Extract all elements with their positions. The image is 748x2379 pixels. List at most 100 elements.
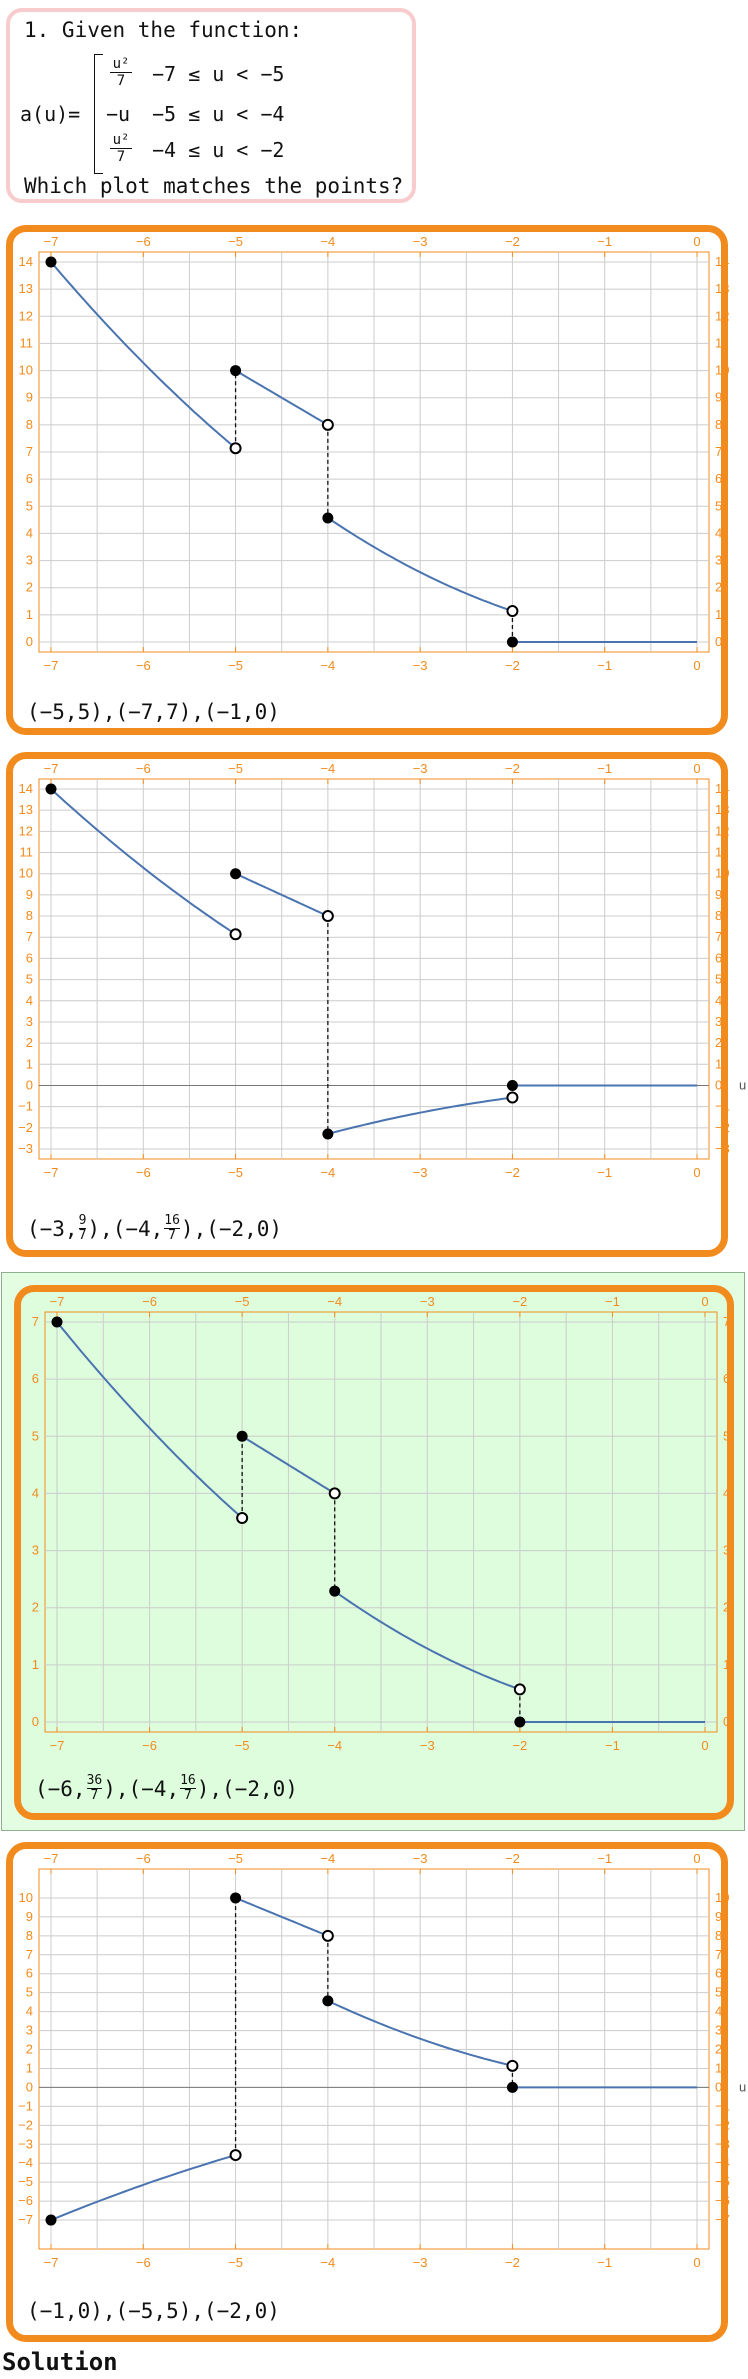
points-text: ),(−4, (87, 1216, 164, 1241)
points-text: ),(−2,0) (196, 1776, 298, 1801)
y-tick-label-right: 0 (723, 1714, 730, 1729)
y-tick-label-left: 4 (32, 1485, 39, 1500)
option-a[interactable]: −7 −7 −6 −6 −5 −5 −4 −4 −3 −3 −2 −2 −1 −1 0 0 0 0 1 1 2 2 3 3 4 4… (6, 225, 729, 735)
x-tick-label-bottom: −3 (413, 1165, 428, 1180)
open-point (506, 605, 519, 618)
y-tick-label-right: 12 (715, 308, 729, 323)
y-tick-label-left: −1 (18, 1099, 33, 1114)
x-tick-label-bottom: 0 (693, 658, 700, 673)
filled-point (322, 512, 334, 524)
filled-point (45, 783, 57, 795)
filled-point (236, 1430, 248, 1442)
y-tick-label-right: 10 (715, 363, 729, 378)
y-tick-label-left: 6 (26, 950, 33, 965)
x-tick-label-bottom: −7 (44, 1165, 59, 1180)
x-tick-label-top: −3 (420, 1294, 435, 1309)
x-tick-label-top: −7 (44, 234, 59, 249)
open-point (506, 2059, 519, 2072)
x-tick-label-top: −5 (228, 1851, 243, 1866)
x-tick-label-top: −3 (413, 761, 428, 776)
open-point (321, 910, 334, 923)
y-tick-label-left: 3 (26, 553, 33, 568)
function-label: a(u)= (20, 102, 81, 126)
y-tick-label-left: −1 (18, 2098, 33, 2113)
x-tick-label-bottom: −2 (505, 658, 520, 673)
y-tick-label-right: 12 (715, 823, 729, 838)
y-tick-label-right: 7 (723, 1314, 730, 1329)
points-text: (−1,0),(−5,5),(−2,0) (27, 2299, 280, 2323)
y-tick-label-left: 6 (26, 1966, 33, 1981)
open-point (321, 1929, 334, 1942)
x-tick-label-bottom: −2 (505, 1165, 520, 1180)
y-tick-label-left: 6 (32, 1371, 39, 1386)
y-tick-label-left: 4 (26, 525, 33, 540)
y-tick-label-left: 7 (26, 1947, 33, 1962)
curve-segment (50, 788, 237, 936)
y-tick-label-right: 11 (715, 335, 729, 350)
x-tick-label-bottom: −4 (327, 1738, 342, 1753)
y-tick-label-left: 13 (19, 802, 33, 817)
x-tick-label-bottom: −2 (512, 1738, 527, 1753)
y-tick-label-right: −2 (715, 1120, 730, 1135)
x-tick-label-top: −4 (320, 234, 335, 249)
x-tick-label-top: −2 (505, 234, 520, 249)
y-tick-label-right: 5 (723, 1428, 730, 1443)
x-tick-label-top: −1 (605, 1294, 620, 1309)
piece-3-expression: u² 7 (110, 132, 132, 165)
option-d-points: (−1,0),(−5,5),(−2,0) (27, 2299, 280, 2323)
y-tick-label-right: 3 (715, 1014, 722, 1029)
x-tick-label-top: −6 (142, 1294, 157, 1309)
y-tick-label-left: 13 (19, 281, 33, 296)
x-tick-label-bottom: −7 (44, 2255, 59, 2270)
y-tick-label-right: 4 (715, 993, 722, 1008)
y-tick-label-left: 5 (32, 1428, 39, 1443)
x-tick-label-top: −2 (512, 1294, 527, 1309)
y-tick-label-left: 9 (26, 1909, 33, 1924)
y-tick-label-left: −6 (18, 2193, 33, 2208)
y-tick-label-left: 14 (19, 254, 33, 269)
x-tick-label-bottom: −1 (597, 658, 612, 673)
x-tick-label-top: −6 (136, 234, 151, 249)
filled-point (51, 1316, 63, 1328)
x-tick-label-bottom: −5 (228, 1165, 243, 1180)
x-tick-label-bottom: −6 (136, 658, 151, 673)
y-tick-label-left: −3 (18, 1141, 33, 1156)
option-c[interactable]: −7 −7 −6 −6 −5 −5 −4 −4 −3 −3 −2 −2 −1 −1 0 0 0 0 1 1 2 2 3 3 4 4… (14, 1285, 734, 1820)
question-box: 1. Given the function: a(u)= u² 7 −7 ≤ u … (6, 8, 416, 203)
y-tick-label-left: 7 (32, 1314, 39, 1329)
option-a-points: (−5,5),(−7,7),(−1,0) (27, 700, 280, 724)
curve-segment (235, 369, 329, 426)
y-tick-label-right: 3 (715, 2023, 722, 2038)
option-b-plot: −7 −7 −6 −6 −5 −5 −4 −4 −3 −3 −2 −2 −1 −1 0 0 −3 −3 −2 −2 −1… (18, 761, 746, 1180)
x-tick-label-bottom: −5 (228, 658, 243, 673)
y-tick-label-left: 1 (26, 1056, 33, 1071)
open-point (229, 2149, 242, 2162)
x-tick-label-bottom: −5 (228, 2255, 243, 2270)
y-tick-label-right: 5 (715, 1985, 722, 2000)
curve-segment (327, 517, 513, 612)
filled-point (230, 868, 242, 880)
option-d[interactable]: −7 −7 −6 −6 −5 −5 −4 −4 −3 −3 −2 −2 −1 −1 0 0 −7 −7 −6 −6 −5… (6, 1842, 746, 2342)
x-tick-label-bottom: −7 (50, 1738, 65, 1753)
x-tick-label-bottom: 0 (693, 1165, 700, 1180)
y-tick-label-left: 0 (32, 1714, 39, 1729)
question-title: 1. Given the function: (24, 18, 303, 42)
y-tick-label-right: −3 (715, 1141, 730, 1156)
y-tick-label-left: 5 (26, 1985, 33, 2000)
y-tick-label-left: 10 (19, 363, 33, 378)
option-d-plot: −7 −7 −6 −6 −5 −5 −4 −4 −3 −3 −2 −2 −1 −1 0 0 −7 −7 −6 −6 −5… (18, 1851, 746, 2270)
option-b[interactable]: −7 −7 −6 −6 −5 −5 −4 −4 −3 −3 −2 −2 −1 −1 0 0 −3 −3 −2 −2 −1… (6, 752, 746, 1257)
points-text: (−6, (35, 1776, 86, 1801)
filled-point (322, 1128, 334, 1140)
y-tick-label-right: 5 (715, 972, 722, 987)
y-tick-label-right: 3 (715, 553, 722, 568)
y-tick-label-right: 1 (715, 607, 722, 622)
x-tick-label-top: −5 (235, 1294, 250, 1309)
curve-segment (235, 1896, 329, 1937)
y-tick-label-left: 12 (19, 823, 33, 838)
y-tick-label-right: −5 (715, 2174, 730, 2189)
x-tick-label-bottom: −2 (505, 2255, 520, 2270)
points-text: (−5,5),(−7,7),(−1,0) (27, 700, 280, 724)
y-tick-label-right: 14 (715, 781, 729, 796)
